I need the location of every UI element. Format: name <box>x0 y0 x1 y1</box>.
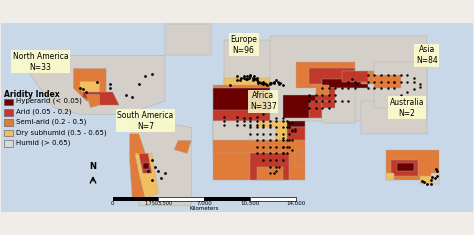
Polygon shape <box>270 79 289 88</box>
Polygon shape <box>316 88 335 101</box>
Text: Semi-arid (0.2 - 0.5): Semi-arid (0.2 - 0.5) <box>16 119 86 125</box>
Polygon shape <box>213 121 296 140</box>
FancyBboxPatch shape <box>4 109 13 116</box>
Polygon shape <box>213 140 283 153</box>
Polygon shape <box>287 118 305 127</box>
Polygon shape <box>139 153 152 173</box>
Polygon shape <box>130 118 191 206</box>
Polygon shape <box>213 86 305 180</box>
Polygon shape <box>250 127 276 140</box>
Polygon shape <box>397 163 414 171</box>
Text: Hyperarid (< 0.05): Hyperarid (< 0.05) <box>16 98 82 104</box>
Polygon shape <box>213 110 296 121</box>
Polygon shape <box>309 68 355 84</box>
Polygon shape <box>361 71 388 84</box>
Text: 7,000: 7,000 <box>196 200 212 206</box>
Polygon shape <box>143 163 149 169</box>
Polygon shape <box>309 101 322 118</box>
Polygon shape <box>296 62 355 88</box>
Polygon shape <box>86 95 100 108</box>
Polygon shape <box>361 101 427 134</box>
FancyBboxPatch shape <box>4 140 13 147</box>
Text: Humid (> 0.65): Humid (> 0.65) <box>16 140 70 146</box>
Polygon shape <box>270 36 427 121</box>
Polygon shape <box>213 88 309 114</box>
Polygon shape <box>287 127 305 140</box>
Text: 0: 0 <box>111 200 114 206</box>
Text: 14,000: 14,000 <box>286 200 306 206</box>
Polygon shape <box>342 71 368 82</box>
Polygon shape <box>135 153 158 199</box>
Polygon shape <box>420 176 433 184</box>
Polygon shape <box>165 24 211 55</box>
Polygon shape <box>174 140 191 153</box>
Text: Asia
N=84: Asia N=84 <box>416 45 438 65</box>
Polygon shape <box>256 167 283 180</box>
Text: Arid (0.05 - 0.2): Arid (0.05 - 0.2) <box>16 108 71 115</box>
Polygon shape <box>431 173 438 184</box>
Text: 1,7503,500: 1,7503,500 <box>145 200 173 206</box>
Text: N: N <box>90 161 97 171</box>
Polygon shape <box>322 95 331 101</box>
Polygon shape <box>322 79 368 88</box>
Polygon shape <box>386 149 438 180</box>
Polygon shape <box>73 68 106 101</box>
Polygon shape <box>374 62 427 108</box>
Text: Australia
N=2: Australia N=2 <box>390 98 424 118</box>
Polygon shape <box>386 173 394 180</box>
Polygon shape <box>374 75 401 88</box>
Polygon shape <box>80 82 100 98</box>
Polygon shape <box>21 55 165 114</box>
Text: 10,500: 10,500 <box>240 200 260 206</box>
Text: North America
N=33: North America N=33 <box>13 52 68 72</box>
FancyBboxPatch shape <box>4 98 13 105</box>
Polygon shape <box>392 160 418 176</box>
Text: Europe
N=96: Europe N=96 <box>230 35 257 55</box>
Text: Africa
N=337: Africa N=337 <box>250 91 276 111</box>
Polygon shape <box>295 149 302 167</box>
FancyBboxPatch shape <box>4 119 13 126</box>
Polygon shape <box>316 86 328 95</box>
Polygon shape <box>224 78 270 88</box>
Polygon shape <box>250 153 289 180</box>
Text: South America
N=7: South America N=7 <box>117 111 173 131</box>
Polygon shape <box>213 121 256 140</box>
Text: Kilometers: Kilometers <box>190 206 219 211</box>
Polygon shape <box>322 95 335 108</box>
Polygon shape <box>224 40 289 88</box>
Polygon shape <box>82 92 119 105</box>
FancyBboxPatch shape <box>4 130 13 137</box>
Polygon shape <box>130 134 152 199</box>
Polygon shape <box>322 88 355 123</box>
Text: Aridity Index: Aridity Index <box>4 90 60 98</box>
Polygon shape <box>283 95 316 118</box>
Text: Dry subhumid (0.5 - 0.65): Dry subhumid (0.5 - 0.65) <box>16 129 106 136</box>
